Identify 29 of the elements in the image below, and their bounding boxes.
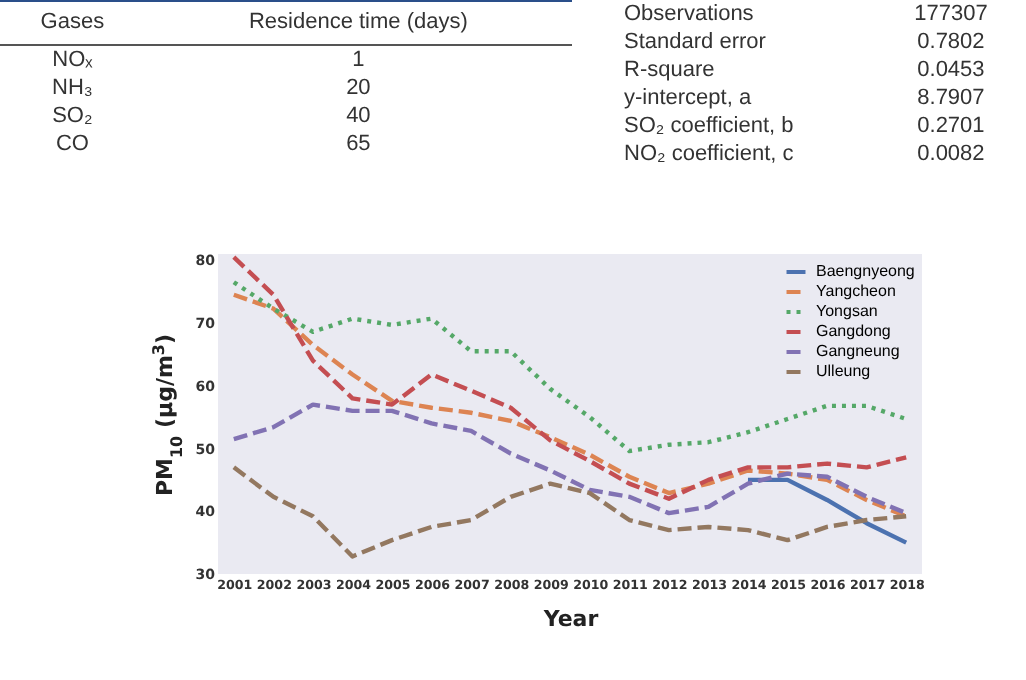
legend-label: Yangcheon (816, 282, 896, 300)
data-label: 0.2701 (915, 112, 987, 140)
legend-label: Yongsan (816, 302, 878, 320)
category-label: SO₂ (50, 102, 95, 130)
data-label: 177307 (912, 0, 990, 28)
category-label: NOₓ (50, 46, 95, 74)
category-label: CO (53, 130, 91, 158)
category-label: Observations (622, 0, 756, 28)
data-label: 20 (344, 74, 373, 102)
text: Residence time (days) (144, 1, 572, 45)
legend-label: Gangdong (816, 322, 891, 340)
data-label: 0.0082 (915, 140, 987, 168)
data-label: 65 (344, 130, 373, 158)
text: Gases (0, 1, 145, 45)
category-label: y-intercept, a (622, 84, 754, 112)
data-label: 0.7802 (915, 28, 987, 56)
category-label: NH₃ (50, 74, 95, 102)
category-label: Standard error (622, 28, 768, 56)
legend-label: Gangneung (816, 342, 900, 360)
x-axis-title: Year (541, 605, 600, 632)
category-label: SO₂ coefficient, b (622, 112, 796, 140)
data-label: 8.7907 (915, 84, 987, 112)
legend-label: Ulleung (816, 362, 871, 380)
category-label: R-square (622, 56, 717, 84)
category-label: NO₂ coefficient, c (622, 140, 796, 168)
legend-label: Baengnyeong (816, 262, 915, 280)
data-label: 0.0453 (915, 56, 987, 84)
data-label: 40 (344, 102, 373, 130)
data-label: 1 (350, 46, 367, 74)
